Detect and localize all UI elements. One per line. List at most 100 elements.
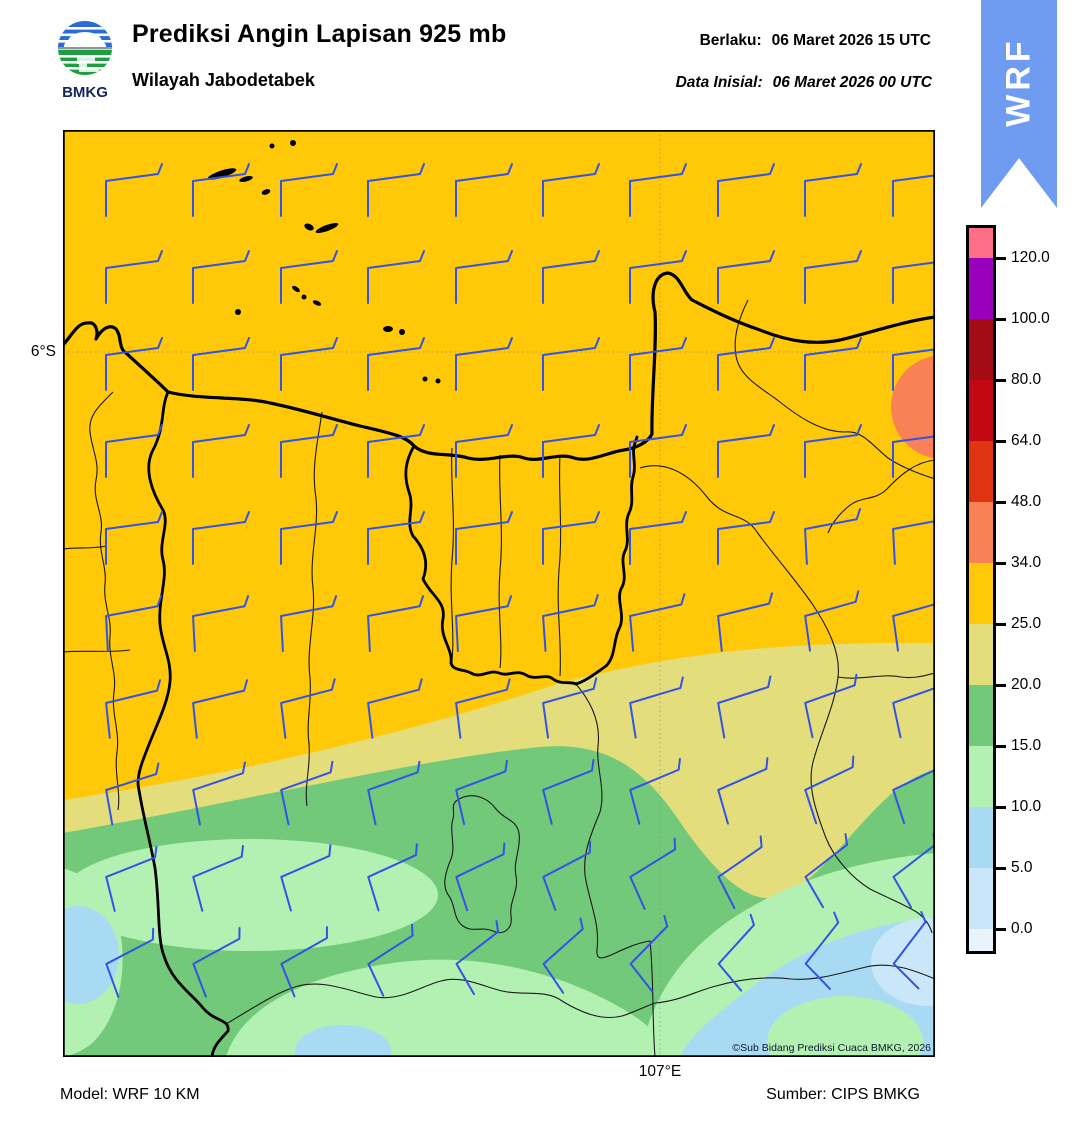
wind-barb (280, 337, 338, 391)
source-label: Sumber: CIPS BMKG (766, 1086, 920, 1103)
wind-barb (367, 250, 425, 304)
wind-barb (542, 594, 599, 652)
colorbar-tick-label: 25.0 (1011, 615, 1042, 632)
wind-barb (192, 845, 244, 912)
wind-barb (804, 755, 855, 825)
wind-map (63, 130, 935, 1057)
colorbar-tick (993, 317, 1006, 321)
wind-barb (804, 337, 862, 391)
contour-0-5 (871, 918, 935, 1006)
colorbar-tick (993, 256, 1006, 260)
wind-barb (105, 511, 163, 565)
wind-barb (629, 758, 681, 825)
wind-barb (280, 760, 334, 826)
contour-5-10-south-blob (295, 1025, 391, 1057)
page-title: Prediksi Angin Lapisan 925 mb (132, 20, 507, 48)
model-label: Model: WRF 10 KM (60, 1086, 200, 1103)
colorbar-tick (993, 378, 1006, 382)
colorbar-tick (993, 744, 1006, 748)
wind-barb (629, 250, 687, 304)
wind-barb (192, 761, 246, 826)
wind-barb (542, 163, 600, 217)
wind-barb (717, 424, 775, 478)
wind-barb (105, 424, 163, 478)
wind-barb (280, 250, 338, 304)
bmkg-logo-label: BMKG (62, 84, 108, 101)
wind-barb (804, 833, 849, 909)
wind-barb (367, 678, 423, 739)
wind-barb (455, 250, 513, 304)
wind-barb-layer (105, 163, 935, 998)
wind-barb (892, 174, 935, 217)
wind-barb (892, 508, 935, 565)
longitude-label: 107°E (638, 1063, 682, 1080)
bmkg-logo (58, 21, 112, 75)
wind-barb (892, 435, 935, 478)
wind-barb (192, 250, 250, 304)
colorbar-tick (993, 500, 1006, 504)
wind-barb (804, 250, 862, 304)
contour-10-15-lens (63, 839, 438, 951)
wind-barb (192, 595, 250, 652)
contour-34-48-blob (891, 355, 935, 459)
colorbar-segment (969, 319, 993, 380)
wind-barb (717, 592, 774, 652)
wind-speed-colorbar (966, 225, 996, 954)
colorbar-segment (969, 807, 993, 868)
wind-barb (367, 595, 425, 652)
wrf-ribbon: WRF (981, 0, 1057, 208)
colorbar-tick (993, 622, 1006, 626)
wind-barb (717, 163, 775, 217)
wind-barb (105, 250, 163, 304)
wind-barb (367, 760, 421, 826)
colorbar-tick-label: 5.0 (1011, 859, 1033, 876)
page-subtitle: Wilayah Jabodetabek (132, 70, 315, 90)
wind-barb (629, 676, 684, 739)
province-boundary-west (136, 390, 230, 1057)
wind-barb (892, 673, 935, 739)
wind-barb (280, 678, 336, 739)
wind-barb (455, 920, 500, 996)
colorbar-tick-label: 34.0 (1011, 554, 1042, 571)
wind-barb (192, 163, 250, 217)
wind-barb (892, 348, 935, 391)
valid-time-line: Berlaku: 06 Maret 2026 15 UTC (700, 32, 931, 50)
valid-time-label: Berlaku: (699, 32, 762, 49)
wind-barb (367, 424, 425, 478)
colorbar-segment (969, 441, 993, 502)
colorbar-segment (969, 563, 993, 624)
colorbar-tick (993, 561, 1006, 565)
wind-barb (105, 927, 155, 998)
wind-barb (804, 590, 860, 652)
wind-barb (367, 511, 425, 565)
wind-barb (629, 163, 687, 217)
wind-barb (192, 424, 250, 478)
init-time-line: Data Inisial: 06 Maret 2026 00 UTC (676, 74, 932, 92)
wind-barb (804, 508, 862, 565)
wind-barb (455, 511, 513, 565)
wind-barb (629, 511, 687, 565)
wind-barb (892, 911, 927, 990)
island-group (207, 140, 441, 384)
district-boundaries (63, 299, 935, 1057)
colorbar-tick (993, 805, 1006, 809)
wind-barb (367, 337, 425, 391)
wind-barb (892, 755, 935, 825)
colorbar-segment (969, 624, 993, 685)
wind-barb (280, 511, 338, 565)
wind-barb (542, 840, 592, 911)
colorbar-segment (969, 502, 993, 563)
wind-barb (542, 511, 600, 565)
wind-barb (629, 424, 687, 478)
map-copyright: ©Sub Bidang Prediksi Cuaca BMKG, 2026 (732, 1042, 931, 1054)
colorbar-tick-label: 48.0 (1011, 493, 1042, 510)
colorbar-tick-label: 20.0 (1011, 676, 1042, 693)
wind-barb (629, 337, 687, 391)
wind-barb (455, 337, 513, 391)
wind-barb (280, 595, 338, 652)
wind-barb (105, 762, 160, 826)
colorbar-segment (969, 746, 993, 807)
wind-barb (280, 844, 332, 912)
wrf-ribbon-label: WRF (999, 37, 1038, 127)
